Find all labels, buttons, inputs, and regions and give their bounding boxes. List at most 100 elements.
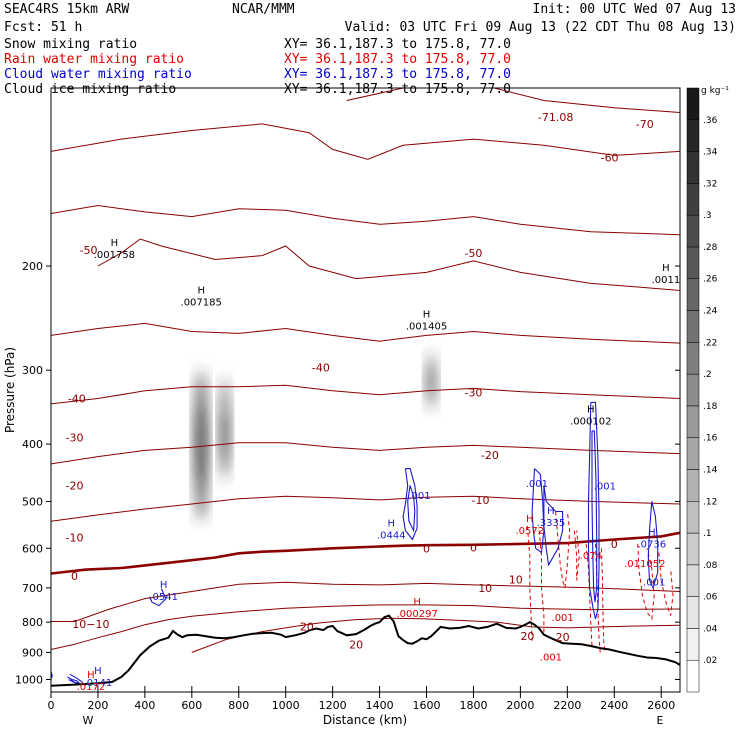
contour-label-12: -10 (472, 494, 490, 507)
temperature-contour-1 (51, 123, 680, 160)
cloud-water-contour-1 (407, 485, 416, 533)
colorbar-tick-4: .1 (703, 529, 712, 539)
max-label-13: H.0572 (515, 514, 544, 537)
max-label-12: H.0541 (149, 580, 178, 603)
colorbar-cell-9 (686, 373, 700, 407)
max-value: .000297 (396, 609, 437, 620)
cloud-water-contour-9 (69, 673, 86, 686)
temperature-contour-3 (97, 238, 680, 291)
max-label-5: .001 (408, 491, 430, 502)
x-tick-label-11: 2200 (553, 699, 581, 712)
temperature-contour-11 (51, 604, 680, 650)
contour-label-5: -40 (68, 393, 86, 406)
max-value: .0011 (652, 275, 681, 286)
colorbar-cell-12 (686, 278, 700, 311)
y-tick-label-0: 200 (22, 260, 43, 273)
contour-label-19: 10−10 (72, 618, 109, 631)
contour-label-13: 0 (71, 570, 78, 583)
colorbar-cell-17 (686, 119, 700, 152)
max-label-8: .001 (594, 482, 616, 493)
field-label-cloud-ice: Cloud ice mixing ratio (4, 82, 176, 97)
axes: 0 200 400 600 800 1000 1200 1400 1600 1800 2000 220… (15, 260, 680, 712)
plot-frame (50, 87, 681, 693)
colorbar-tick-6: .14 (703, 465, 718, 475)
contour-label-15: 0 (470, 541, 477, 554)
x-tick-label-10: 2000 (506, 699, 534, 712)
max-label-7: .001 (526, 479, 548, 490)
contour-label-9: -20 (65, 480, 83, 493)
colorbar-cell-13 (686, 246, 700, 279)
colorbar-cell-3 (686, 564, 700, 597)
rain-contour-7 (637, 543, 655, 621)
max-label-3: H.0011 (652, 263, 681, 286)
contour-label-6: -40 (312, 362, 330, 375)
rain-contour-2 (555, 511, 571, 588)
colorbar-cell-5 (686, 501, 700, 534)
max-marker: H (662, 263, 670, 274)
contour-label-1: -70 (636, 118, 654, 131)
x-tick-label-3: 600 (181, 699, 202, 712)
contour-label-3: -50 (80, 244, 98, 257)
colorbar-tick-12: .26 (703, 275, 718, 285)
max-label-10: H.0736 (638, 528, 667, 551)
contour-label-17: 10 (478, 582, 492, 595)
max-marker: H (111, 238, 119, 249)
colorbar-tick-8: .18 (703, 402, 718, 412)
contour-label-0: -71.08 (538, 111, 573, 124)
max-value: .001 (526, 479, 548, 490)
y-tick-label-8: 1000 (15, 673, 43, 686)
x-axis-label: Distance (km) (323, 713, 407, 727)
x-tick-label-9: 1800 (459, 699, 487, 712)
max-value: .0736 (638, 540, 667, 551)
forecast-hour: Fcst: 51 h (4, 20, 82, 35)
colorbar-tick-3: .08 (703, 561, 718, 571)
y-axis-label: Pressure (hPa) (3, 347, 17, 433)
x-tick-label-4: 800 (228, 699, 249, 712)
temperature-contour-7 (51, 495, 680, 522)
snow-column-1 (219, 378, 230, 480)
contour-label-8: -30 (464, 386, 482, 399)
max-marker: H (388, 519, 396, 530)
max-label-14: .074 (580, 551, 602, 562)
temperature-contour-6 (51, 442, 680, 465)
contour-label-23: 20 (349, 638, 363, 651)
colorbar-cell-7 (686, 437, 700, 470)
max-value: .001758 (94, 250, 135, 261)
contour-label-7: -30 (65, 432, 83, 445)
colorbar-cell-11 (686, 310, 700, 343)
max-label-16: .001 (552, 613, 574, 624)
temperature-contour-8 (51, 531, 680, 575)
x-tick-label-12: 2400 (600, 699, 628, 712)
x-end-label-east: E (657, 714, 664, 727)
snow-column-0 (195, 370, 208, 522)
colorbar-tick-5: .12 (703, 497, 717, 507)
cloud-water-contour-5 (591, 430, 598, 603)
contour-label-2: -60 (601, 151, 619, 164)
y-tick-label-3: 500 (22, 495, 43, 508)
colorbar-tick-10: .22 (703, 338, 717, 348)
colorbar-cell-1 (686, 628, 700, 661)
y-tick-label-2: 400 (22, 438, 43, 451)
temperature-contour-4 (51, 322, 680, 344)
max-marker: H (94, 666, 102, 677)
snow-shade-core (197, 406, 206, 482)
y-tick-label-5: 700 (22, 582, 43, 595)
max-marker: H (413, 597, 421, 608)
max-label-2: H.001405 (406, 309, 447, 332)
cloud-water-contour-3 (543, 485, 564, 567)
max-value: .000102 (570, 416, 611, 427)
rain-contour-1 (538, 530, 545, 635)
colorbar-cell-6 (686, 469, 700, 502)
x-tick-label-8: 1600 (413, 699, 441, 712)
contour-label-14: 0 (423, 543, 430, 556)
max-label-17: H.000297 (396, 597, 437, 620)
rain-contour-4 (585, 543, 593, 647)
temperature-contour-0 (346, 88, 680, 113)
max-label-19: H.0141 (84, 666, 113, 689)
colorbar: .02 .04 .06 .08 .1 .12 .14 .16 .18 .2 .22 .24 .26 .28… (686, 86, 729, 693)
center-label: NCAR/MMM (232, 2, 295, 17)
x-tick-label-6: 1200 (319, 699, 347, 712)
max-value: .001405 (406, 321, 447, 332)
max-label-11: .001 (643, 577, 665, 588)
